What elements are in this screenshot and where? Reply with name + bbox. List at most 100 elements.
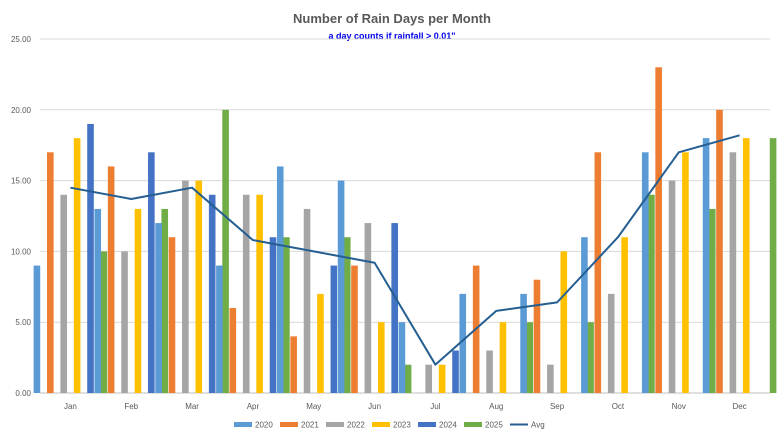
legend-label-2024: 2024 [439,421,457,430]
legend-label-2025: 2025 [485,421,503,430]
chart-title: Number of Rain Days per Month [293,11,491,26]
bar-2023-oct [621,237,628,393]
bar-2023-jul [438,364,446,393]
bar-2020-jan [33,265,41,393]
bar-2022-dec [729,152,737,393]
x-tick-label: Dec [732,402,746,411]
bar-2022-may [303,208,311,393]
bar-2024-feb [148,152,155,393]
bar-2023-feb [134,208,142,393]
bar-2020-dec [702,138,710,393]
legend: 2020 2021 2022 2023 2024 2025 Avg [234,421,545,430]
bar-2025-jun [404,364,412,393]
bar-2024-mar [208,194,216,393]
legend-label-2022: 2022 [347,421,365,430]
bar-2021-oct [594,152,602,393]
bar-2021-dec [716,109,723,394]
bar-2020-nov [641,152,649,393]
bar-2024-may [330,265,338,393]
y-tick-label: 25.00 [11,35,32,44]
y-tick-label: 10.00 [11,247,32,256]
bar-2020-may [276,166,284,393]
legend-label-2023: 2023 [393,421,411,430]
bar-2020-feb [94,208,102,393]
bar-2023-jan [73,138,81,393]
legend-swatch-2022 [326,422,344,427]
y-tick-label: 5.00 [15,318,31,327]
y-axis-ticks: 0.00 5.00 10.00 15.00 20.00 25.00 [11,35,32,398]
bar-2023-jun [377,322,385,393]
bar-2022-feb [121,251,128,393]
x-tick-label: Jan [64,402,77,411]
bar-2020-apr [216,265,223,393]
bar-2025-sep [587,322,594,393]
bar-2022-aug [486,350,493,393]
bar-2025-apr [283,237,290,393]
bar-2022-jun [364,223,372,393]
bar-2020-sep [520,293,527,393]
x-tick-label: Jun [368,402,381,411]
bar-2022-nov [668,180,676,393]
legend-swatch-2025 [464,422,482,427]
bar-2020-mar [155,223,162,393]
legend-label-2021: 2021 [301,421,319,430]
chart-subtitle: a day counts if rainfall > 0.01" [328,31,455,41]
legend-label-avg: Avg [531,421,545,430]
bar-2023-dec [742,138,750,393]
bar-2024-jun [391,223,398,393]
bar-2023-mar [195,180,203,393]
y-tick-label: 15.00 [11,177,32,186]
legend-label-2020: 2020 [255,421,273,430]
legend-swatch-2024 [418,422,436,427]
bar-2025-oct [648,194,655,393]
bar-2025-dec [769,138,777,393]
bar-2020-oct [581,237,588,393]
x-tick-label: Oct [612,402,625,411]
bar-2025-mar [222,109,229,394]
x-tick-label: Feb [124,402,138,411]
bar-2023-aug [499,322,507,393]
bar-2022-sep [547,364,554,393]
avg-line [70,134,740,366]
bar-2021-mar [168,237,176,393]
bars [33,67,777,394]
bar-2023-nov [682,152,689,393]
bar-2025-jan [100,251,108,393]
bar-2021-nov [655,67,662,393]
bar-2022-mar [182,180,189,393]
bar-2025-feb [161,208,169,393]
bar-2023-sep [560,251,568,393]
bar-2022-jul [425,364,433,393]
bar-2020-aug [459,293,467,393]
x-tick-label: Aug [489,402,503,411]
x-tick-label: Jul [430,402,440,411]
avg-line-group [70,134,740,366]
bar-2022-jan [60,194,68,393]
bar-2021-feb [107,166,115,393]
bar-2020-jun [337,180,345,393]
bar-2024-jan [87,123,94,394]
x-tick-label: May [306,402,321,411]
bar-2021-jan [47,152,54,393]
x-tick-label: Mar [185,402,199,411]
bar-2020-jul [398,322,406,393]
y-tick-label: 0.00 [15,389,31,398]
x-tick-label: Sep [550,402,565,411]
x-tick-label: Apr [247,402,260,411]
bar-2021-sep [533,279,541,393]
legend-swatch-2023 [372,422,390,427]
legend-swatch-2020 [234,422,252,427]
bar-2024-apr [269,237,277,393]
bar-2024-jul [452,350,459,393]
bar-2025-may [343,237,351,393]
x-axis-ticks: Jan Feb Mar Apr May Jun Jul Aug Sep Oct Nov Dec [64,402,747,411]
y-tick-label: 20.00 [11,106,32,115]
bar-2023-apr [256,194,263,393]
x-tick-label: Nov [672,402,686,411]
bar-2025-nov [708,208,716,393]
bar-2021-apr [229,308,237,393]
bar-2022-oct [607,293,615,393]
legend-swatch-2021 [280,422,298,427]
bar-2021-may [290,336,297,393]
